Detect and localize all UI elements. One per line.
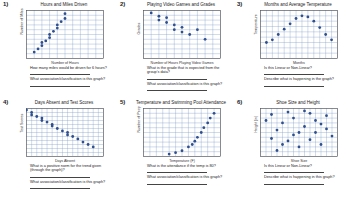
svg-text:Number of Hours: Number of Hours xyxy=(51,61,79,65)
html-text:5): 5) xyxy=(120,99,126,105)
html-text:Shoe Size and Height: Shoe Size and Height xyxy=(276,100,320,105)
html-text:Hours and Miles Driven: Hours and Miles Driven xyxy=(40,2,88,7)
html-text:Is this Linear or Non-Linear?: Is this Linear or Non-Linear? xyxy=(264,66,312,70)
svg-text:Temperature (F): Temperature (F) xyxy=(169,159,195,163)
svg-text:Number of Hours Playing Video: Number of Hours Playing Video Games xyxy=(151,61,214,65)
svg-text:Height (in): Height (in) xyxy=(254,116,258,133)
svg-text:Days Absent: Days Absent xyxy=(55,159,75,163)
html-text:2): 2) xyxy=(120,1,126,7)
html-text:What is a positive norm for th: What is a positive norm for the trend gi… xyxy=(30,164,102,173)
html-text:Months and Average Temperature: Months and Average Temperature xyxy=(264,2,332,7)
html-text:What association/classificatio: What association/classification is this … xyxy=(147,81,223,86)
svg-text:Grades: Grades xyxy=(137,23,141,35)
html-text:What association/classificatio: What association/classification is this … xyxy=(147,175,223,180)
html-text:Playing Video Games and Grades: Playing Video Games and Grades xyxy=(147,2,215,7)
svg-text:Test Scores: Test Scores xyxy=(20,114,24,133)
svg-text:Shoe Size: Shoe Size xyxy=(291,159,307,163)
html-text:What is the grade that is expe: What is the grade that is expected from … xyxy=(147,66,220,75)
html-text:Describe what is happening in: Describe what is happening in the graph? xyxy=(264,77,334,82)
html-text:What association/classificatio: What association/classification is this … xyxy=(30,179,106,184)
html-text:Days Absent and Test Scores: Days Absent and Test Scores xyxy=(34,100,94,105)
html-text:Is this Linear or Non-Linear?: Is this Linear or Non-Linear? xyxy=(264,164,312,168)
html-text:What is the attendance if the: What is the attendance if the temp is 80… xyxy=(147,164,216,168)
html-text:4): 4) xyxy=(3,99,9,105)
html-text:6): 6) xyxy=(237,99,243,105)
html-text:1): 1) xyxy=(3,1,9,7)
html-text:Describe what is happening in: Describe what is happening in this graph… xyxy=(264,175,335,180)
html-text:3): 3) xyxy=(237,1,243,7)
html-text:How many miles would be driven: How many miles would be driven for 6 hou… xyxy=(30,66,107,70)
svg-text:Months: Months xyxy=(293,61,305,65)
html-text:Temperature and Swimming Pool: Temperature and Swimming Pool Attendance xyxy=(136,100,226,105)
svg-text:Temperature: Temperature xyxy=(254,14,258,34)
svg-text:Number of Miles Driven: Number of Miles Driven xyxy=(20,8,24,35)
html-text:What association/classificatio: What association/classification is this … xyxy=(30,77,106,82)
svg-text:Number of People Swimming: Number of People Swimming xyxy=(137,106,141,133)
